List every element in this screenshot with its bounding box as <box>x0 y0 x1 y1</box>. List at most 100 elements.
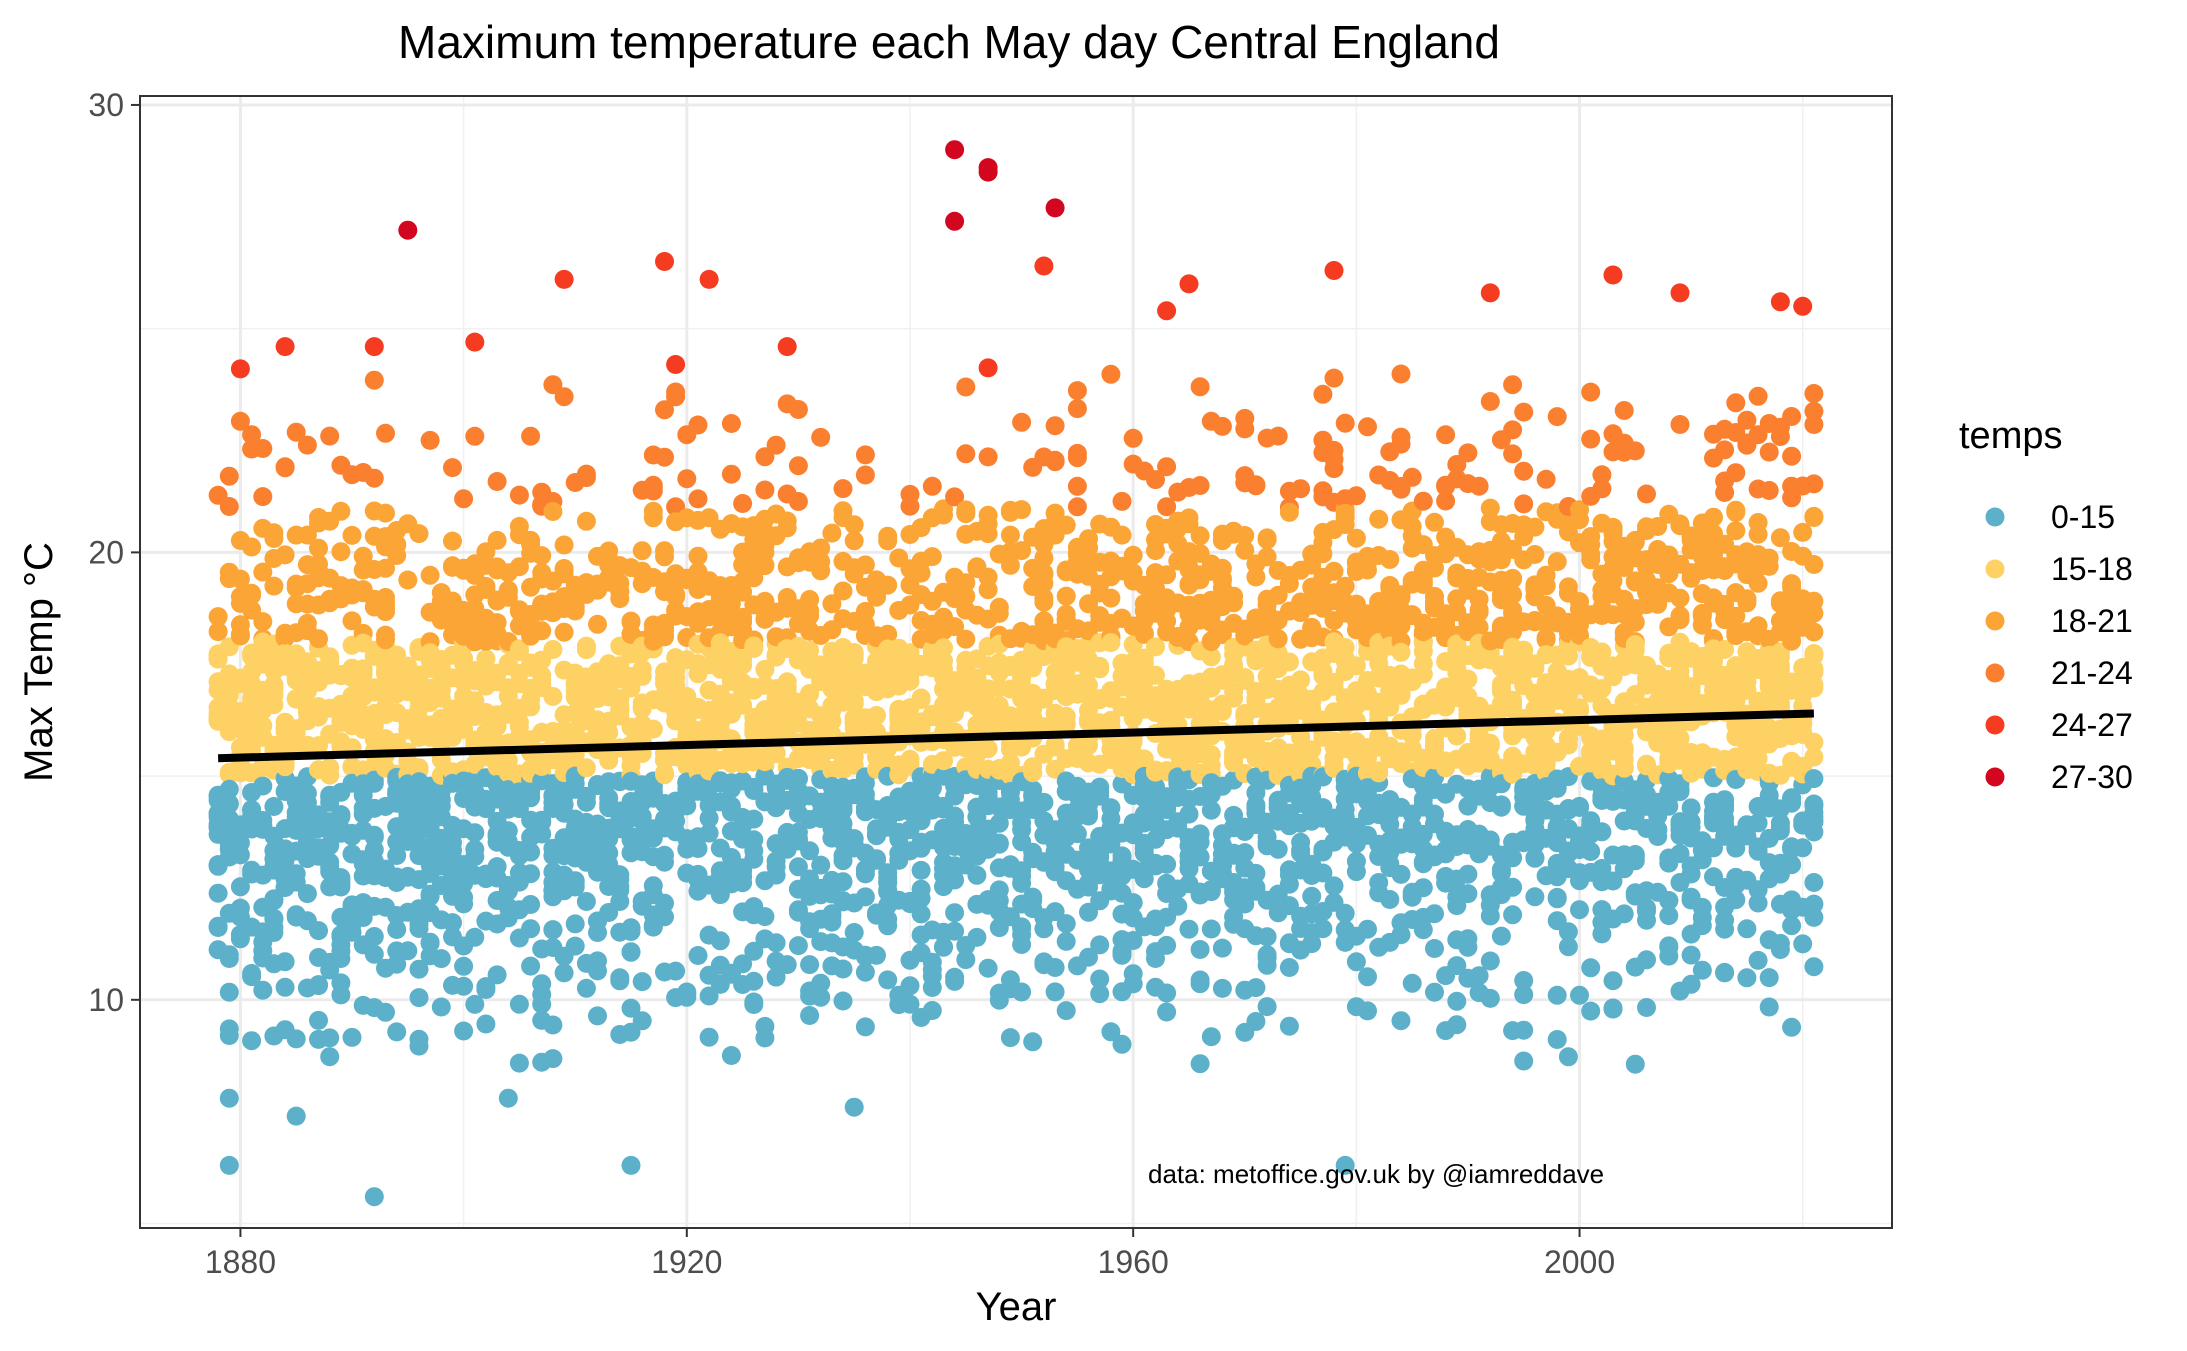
scatter-point <box>833 991 853 1011</box>
scatter-point <box>320 1028 340 1048</box>
scatter-point <box>1770 817 1790 837</box>
scatter-point <box>978 447 998 467</box>
scatter-point <box>309 554 328 574</box>
scatter-point <box>253 941 273 961</box>
scatter-point <box>1558 1047 1578 1067</box>
scatter-point <box>1291 479 1311 499</box>
scatter-point <box>208 622 228 642</box>
scatter-point <box>1346 656 1366 676</box>
scatter-point <box>1715 440 1735 460</box>
scatter-point <box>744 995 764 1014</box>
scatter-point <box>1503 568 1523 588</box>
scatter-point <box>855 601 875 621</box>
scatter-point <box>1770 427 1790 446</box>
scatter-point <box>1000 525 1020 545</box>
scatter-point <box>1581 382 1601 402</box>
scatter-point <box>610 589 630 609</box>
scatter-point <box>1625 635 1645 655</box>
scatter-point <box>1179 514 1199 534</box>
scatter-point <box>766 933 786 953</box>
scatter-point <box>264 909 284 929</box>
scatter-point <box>1067 381 1087 401</box>
scatter-point <box>1692 916 1712 936</box>
scatter-point <box>1101 364 1121 384</box>
scatter-point <box>1603 999 1623 1019</box>
scatter-point <box>1804 873 1824 892</box>
scatter-point <box>978 580 998 600</box>
scatter-point <box>331 542 351 562</box>
scatter-point <box>1748 524 1768 544</box>
scatter-point <box>1346 952 1366 972</box>
scatter-point <box>1726 890 1746 910</box>
scatter-point <box>420 932 440 952</box>
scatter-point <box>1056 1001 1076 1021</box>
scatter-point <box>264 797 284 816</box>
scatter-point <box>1212 978 1232 998</box>
legend-label: 18-21 <box>2051 603 2133 639</box>
scatter-point <box>777 337 797 357</box>
scatter-point <box>1726 463 1746 483</box>
scatter-point <box>409 959 429 979</box>
scatter-point <box>1670 588 1690 608</box>
scatter-point <box>1782 855 1802 875</box>
scatter-point <box>297 525 317 545</box>
scatter-point <box>1190 847 1210 867</box>
scatter-point <box>1067 824 1087 844</box>
scatter-point <box>320 765 340 785</box>
scatter-point <box>364 827 384 847</box>
scatter-point <box>844 531 864 551</box>
scatter-point <box>543 1049 563 1069</box>
scatter-point <box>219 794 239 813</box>
scatter-point <box>632 541 652 561</box>
legend-key-21-24 <box>1985 663 2005 683</box>
scatter-point <box>1402 517 1422 536</box>
scatter-point <box>431 949 451 969</box>
scatter-point <box>1570 698 1589 718</box>
scatter-point <box>1045 958 1065 977</box>
scatter-point <box>1491 926 1511 946</box>
scatter-point <box>1625 851 1645 871</box>
scatter-point <box>364 773 384 793</box>
scatter-point <box>934 651 953 671</box>
scatter-point <box>1235 540 1255 560</box>
scatter-point <box>253 716 273 736</box>
scatter-point <box>588 614 607 634</box>
scatter-point <box>643 719 663 739</box>
scatter-point <box>1201 919 1221 939</box>
scatter-point <box>1324 876 1344 896</box>
scatter-point <box>208 883 228 903</box>
scatter-point <box>1246 1012 1266 1031</box>
scatter-point <box>565 597 585 617</box>
scatter-point <box>1670 606 1690 626</box>
scatter-point <box>1369 761 1389 781</box>
scatter-point <box>655 627 674 647</box>
scatter-point <box>1279 958 1299 977</box>
scatter-point <box>554 269 574 289</box>
scatter-point <box>1358 967 1377 987</box>
scatter-point <box>978 514 998 534</box>
scatter-point <box>297 435 317 455</box>
scatter-point <box>230 615 250 635</box>
scatter-point <box>878 970 898 990</box>
scatter-point <box>1157 565 1177 585</box>
scatter-point <box>1503 848 1523 868</box>
scatter-point <box>1614 904 1634 924</box>
scatter-point <box>978 358 998 378</box>
scatter-point <box>666 355 686 374</box>
scatter-point <box>766 435 786 455</box>
scatter-point <box>621 918 641 938</box>
scatter-point <box>1391 434 1411 454</box>
scatter-point <box>621 1155 641 1175</box>
scatter-point <box>844 829 864 849</box>
scatter-point <box>1335 503 1355 523</box>
scatter-point <box>1804 622 1824 642</box>
scatter-point <box>632 667 652 686</box>
scatter-point <box>1123 428 1143 448</box>
scatter-point <box>1056 931 1076 951</box>
scatter-point <box>443 458 462 478</box>
scatter-point <box>565 873 585 893</box>
scatter-point <box>1112 943 1132 963</box>
scatter-point <box>945 617 965 637</box>
scatter-point <box>733 494 753 513</box>
scatter-point <box>699 823 719 843</box>
